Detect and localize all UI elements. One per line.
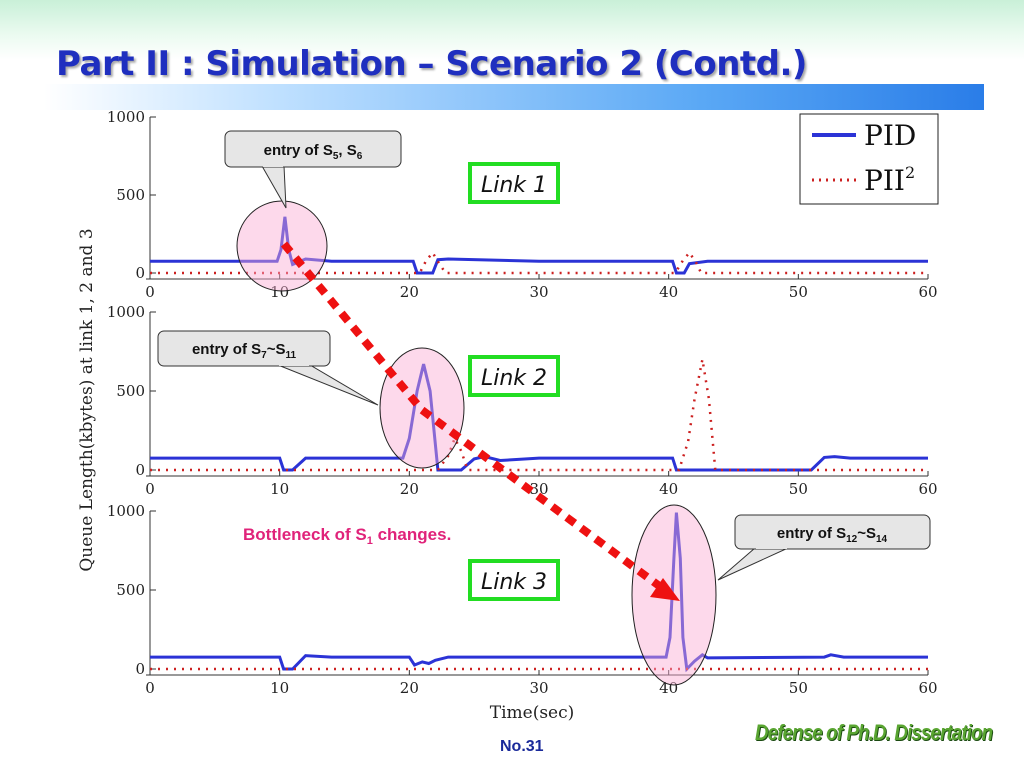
x-tick-label: 20 — [400, 679, 419, 697]
x-tick-label: 60 — [918, 480, 937, 498]
series-pii2-link-1 — [150, 250, 928, 275]
y-tick-label: 0 — [135, 461, 145, 479]
footer-brand: Defense of Ph.D. Dissertation — [755, 720, 993, 745]
x-tick-label: 20 — [400, 283, 419, 301]
series-pid-link-1 — [150, 216, 928, 275]
legend-pii2-label: PII2 — [864, 163, 915, 197]
title-underline-bar — [44, 84, 984, 110]
top-gradient-band — [0, 0, 1024, 60]
bottleneck-arrow — [280, 241, 665, 592]
x-tick-label: 50 — [789, 679, 808, 697]
y-tick-label: 1000 — [107, 108, 145, 126]
x-tick-label: 0 — [145, 283, 155, 301]
x-tick-label: 40 — [659, 480, 678, 498]
page-number: No.31 — [500, 738, 544, 755]
y-axis-label: Queue Length(kbytes) at link 1, 2 and 3 — [77, 228, 97, 571]
x-tick-label: 0 — [145, 480, 155, 498]
series-pid-link-3 — [150, 512, 928, 673]
x-tick-label: 60 — [918, 679, 937, 697]
x-tick-label: 0 — [145, 679, 155, 697]
x-tick-label: 20 — [400, 480, 419, 498]
link-3-label: Link 3 — [468, 559, 560, 601]
x-tick-label: 50 — [789, 480, 808, 498]
x-tick-label: 40 — [659, 679, 678, 697]
y-tick-label: 500 — [116, 382, 145, 400]
y-tick-label: 1000 — [107, 502, 145, 520]
x-tick-label: 30 — [529, 480, 548, 498]
callout-entry-s7-s11: entry of S7~S11 — [157, 330, 379, 406]
x-tick-label: 30 — [529, 679, 548, 697]
link-2-label-text: Link 2 — [481, 366, 547, 391]
slide-title: Part II : Simulation – Scenario 2 (Contd… — [56, 44, 807, 84]
x-axis-label: Time(sec) — [490, 703, 575, 723]
panel-link-1: 0 500 1000 0 10 20 30 40 50 60 — [107, 108, 938, 301]
panel-link-3: 0 500 1000 0 10 20 30 40 50 60 — [107, 502, 938, 697]
x-tick-label: 60 — [918, 283, 937, 301]
link-1-label: Link 1 — [468, 162, 560, 204]
link-2-label: Link 2 — [468, 355, 560, 397]
y-tick-label: 0 — [135, 660, 145, 678]
series-pid-link-2 — [150, 363, 928, 472]
callout-entry-s12-s14-text: entry of S12~S14 — [777, 525, 888, 545]
callout-entry-s5-s6-text: entry of S5, S6 — [264, 142, 363, 162]
legend: PID PII2 — [799, 113, 939, 205]
y-tick-label: 500 — [116, 581, 145, 599]
legend-pid-label: PID — [864, 119, 916, 152]
y-tick-label: 500 — [116, 186, 145, 204]
peak-highlight-link-2 — [379, 347, 465, 469]
panel-link-2: 0 500 1000 0 10 20 30 40 50 60 — [107, 303, 938, 498]
bottleneck-note: Bottleneck of S1 changes. — [243, 525, 451, 547]
callout-entry-s5-s6: entry of S5, S6 — [224, 130, 402, 209]
x-tick-label: 10 — [270, 283, 289, 301]
x-tick-label: 50 — [789, 283, 808, 301]
y-tick-label: 1000 — [107, 303, 145, 321]
link-3-label-text: Link 3 — [481, 570, 547, 595]
x-tick-label: 10 — [270, 679, 289, 697]
bottleneck-arrowhead — [650, 578, 680, 601]
link-1-label-text: Link 1 — [481, 173, 547, 198]
callout-entry-s7-s11-text: entry of S7~S11 — [192, 341, 297, 361]
y-tick-label: 0 — [135, 264, 145, 282]
series-pii2-link-2 — [150, 359, 928, 472]
x-tick-label: 30 — [529, 283, 548, 301]
callout-entry-s12-s14: entry of S12~S14 — [717, 514, 931, 581]
x-tick-label: 10 — [270, 480, 289, 498]
x-tick-label: 40 — [659, 283, 678, 301]
